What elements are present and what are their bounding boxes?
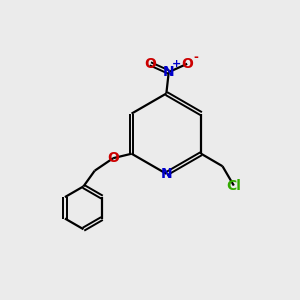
Text: N: N <box>163 65 175 79</box>
Text: O: O <box>181 57 193 71</box>
Text: O: O <box>144 57 156 71</box>
Text: N: N <box>160 167 172 181</box>
Text: +: + <box>172 59 181 69</box>
Text: -: - <box>193 51 198 64</box>
Text: O: O <box>107 151 119 165</box>
Text: Cl: Cl <box>226 178 241 193</box>
